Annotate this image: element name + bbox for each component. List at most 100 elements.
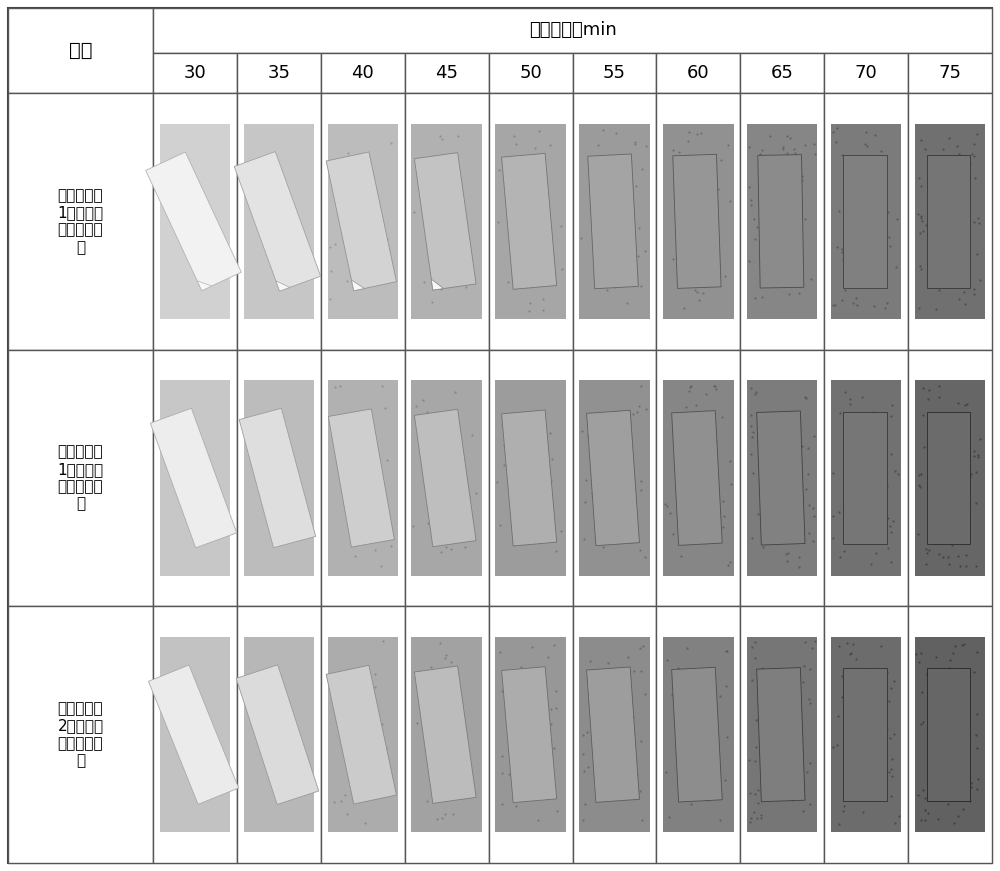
- Polygon shape: [146, 152, 241, 291]
- Bar: [915, 381, 985, 576]
- Bar: [824, 606, 908, 863]
- Polygon shape: [326, 665, 396, 804]
- Bar: [237, 93, 321, 349]
- Text: 70: 70: [855, 64, 878, 82]
- Polygon shape: [414, 409, 476, 547]
- Bar: [8, 93, 153, 349]
- Bar: [244, 637, 314, 832]
- Polygon shape: [587, 410, 639, 546]
- Bar: [153, 8, 992, 53]
- Bar: [579, 381, 650, 576]
- Bar: [747, 637, 817, 832]
- Bar: [405, 606, 489, 863]
- Text: 50: 50: [519, 64, 542, 82]
- Polygon shape: [148, 665, 239, 804]
- Bar: [831, 381, 901, 576]
- Bar: [328, 637, 398, 832]
- Polygon shape: [843, 668, 887, 801]
- Bar: [153, 606, 237, 863]
- Text: 编号: 编号: [69, 41, 92, 60]
- Polygon shape: [431, 280, 444, 290]
- Bar: [495, 637, 566, 832]
- Bar: [656, 53, 740, 93]
- Text: 停放时间，min: 停放时间，min: [529, 22, 616, 39]
- Polygon shape: [672, 410, 722, 545]
- Bar: [411, 124, 482, 319]
- Text: 45: 45: [435, 64, 458, 82]
- Polygon shape: [276, 280, 290, 291]
- Polygon shape: [150, 408, 237, 548]
- Polygon shape: [236, 665, 319, 805]
- Polygon shape: [351, 280, 364, 291]
- Bar: [663, 381, 734, 576]
- Bar: [495, 381, 566, 576]
- Polygon shape: [757, 411, 805, 545]
- Polygon shape: [414, 666, 476, 803]
- Bar: [824, 93, 908, 349]
- Text: 30: 30: [184, 64, 206, 82]
- Bar: [572, 93, 656, 349]
- Polygon shape: [197, 280, 212, 291]
- Polygon shape: [502, 666, 557, 803]
- Polygon shape: [502, 153, 557, 289]
- Bar: [237, 349, 321, 606]
- Bar: [405, 93, 489, 349]
- Polygon shape: [927, 155, 970, 287]
- Bar: [740, 606, 824, 863]
- Bar: [405, 349, 489, 606]
- Bar: [908, 606, 992, 863]
- Bar: [321, 53, 405, 93]
- Text: 75: 75: [939, 64, 962, 82]
- Bar: [153, 53, 237, 93]
- Bar: [411, 637, 482, 832]
- Bar: [489, 93, 572, 349]
- Bar: [489, 53, 572, 93]
- Polygon shape: [673, 154, 721, 288]
- Bar: [740, 93, 824, 349]
- Bar: [656, 349, 740, 606]
- Bar: [8, 349, 153, 606]
- Polygon shape: [588, 154, 638, 288]
- Bar: [237, 53, 321, 93]
- Bar: [656, 606, 740, 863]
- Polygon shape: [927, 412, 970, 544]
- Bar: [572, 349, 656, 606]
- Text: 55: 55: [603, 64, 626, 82]
- Polygon shape: [843, 412, 887, 544]
- Polygon shape: [758, 155, 804, 288]
- Bar: [663, 124, 734, 319]
- Bar: [8, 8, 153, 93]
- Bar: [160, 124, 230, 319]
- Bar: [747, 381, 817, 576]
- Bar: [321, 349, 405, 606]
- Bar: [572, 53, 656, 93]
- Bar: [579, 637, 650, 832]
- Polygon shape: [502, 410, 557, 546]
- Bar: [831, 637, 901, 832]
- Bar: [489, 606, 572, 863]
- Bar: [747, 124, 817, 319]
- Bar: [328, 381, 398, 576]
- Polygon shape: [757, 668, 805, 801]
- Polygon shape: [239, 408, 316, 548]
- Polygon shape: [326, 152, 396, 291]
- Text: 35: 35: [267, 64, 290, 82]
- Bar: [824, 53, 908, 93]
- Bar: [572, 606, 656, 863]
- Bar: [824, 349, 908, 606]
- Text: 使用对比例
1的热稳定
剂刻成的样
片: 使用对比例 1的热稳定 剂刻成的样 片: [57, 444, 104, 511]
- Polygon shape: [927, 668, 970, 801]
- Bar: [160, 381, 230, 576]
- Bar: [411, 381, 482, 576]
- Bar: [321, 606, 405, 863]
- Bar: [740, 349, 824, 606]
- Text: 65: 65: [771, 64, 794, 82]
- Bar: [495, 124, 566, 319]
- Bar: [908, 349, 992, 606]
- Text: 60: 60: [687, 64, 710, 82]
- Text: 使用对比例
2的热稳定
剂刻成的样
片: 使用对比例 2的热稳定 剂刻成的样 片: [57, 701, 104, 768]
- Text: 使用实施例
1的热稳定
剂刻成的样
片: 使用实施例 1的热稳定 剂刻成的样 片: [57, 188, 104, 255]
- Bar: [160, 637, 230, 832]
- Bar: [153, 93, 237, 349]
- Bar: [656, 93, 740, 349]
